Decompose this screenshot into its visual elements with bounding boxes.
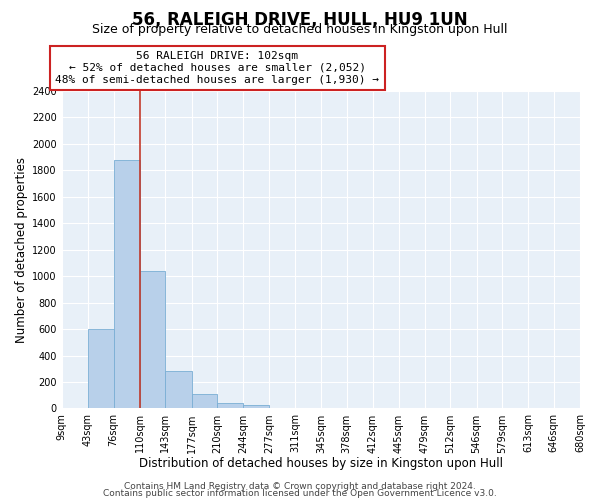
Bar: [140, 271, 165, 408]
Text: Size of property relative to detached houses in Kingston upon Hull: Size of property relative to detached ho…: [92, 22, 508, 36]
Y-axis label: Number of detached properties: Number of detached properties: [15, 156, 28, 342]
Bar: [217, 402, 243, 408]
Text: 56, RALEIGH DRIVE, HULL, HU9 1UN: 56, RALEIGH DRIVE, HULL, HU9 1UN: [132, 11, 468, 29]
Text: Contains public sector information licensed under the Open Government Licence v3: Contains public sector information licen…: [103, 488, 497, 498]
Bar: [165, 372, 191, 408]
Bar: [243, 405, 269, 408]
Text: 56 RALEIGH DRIVE: 102sqm
← 52% of detached houses are smaller (2,052)
48% of sem: 56 RALEIGH DRIVE: 102sqm ← 52% of detach…: [55, 52, 379, 84]
Bar: [88, 329, 113, 408]
Bar: [191, 394, 217, 408]
Text: Contains HM Land Registry data © Crown copyright and database right 2024.: Contains HM Land Registry data © Crown c…: [124, 482, 476, 491]
X-axis label: Distribution of detached houses by size in Kingston upon Hull: Distribution of detached houses by size …: [139, 457, 503, 470]
Bar: [113, 160, 140, 408]
